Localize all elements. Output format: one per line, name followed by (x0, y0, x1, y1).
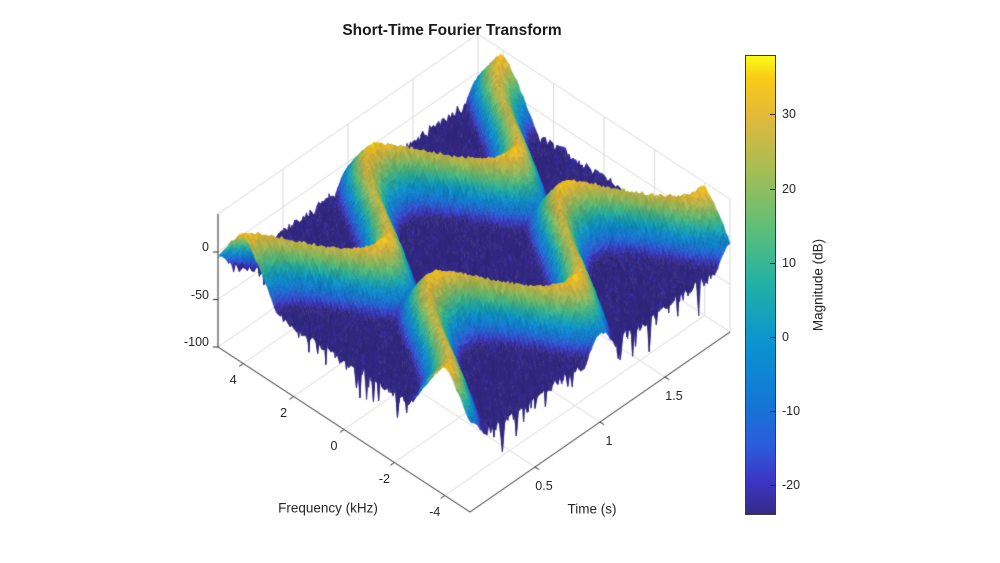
colorbar-label: Magnitude (dB) (810, 238, 826, 332)
time-axis-label: Time (s) (567, 501, 617, 517)
frequency-tick-label: 4 (229, 372, 237, 387)
colorbar-tick-label: -20 (782, 478, 801, 493)
frequency-axis-label: Frequency (kHz) (278, 500, 378, 516)
colorbar-tick-mark (770, 337, 775, 338)
colorbar-tick-label: -10 (782, 404, 801, 419)
colorbar-tick-mark (770, 263, 775, 264)
magnitude-tick-label: -50 (190, 287, 209, 302)
frequency-tick-label: 0 (330, 438, 338, 453)
magnitude-tick-label: -100 (183, 335, 209, 349)
chart-title: Short-Time Fourier Transform (342, 22, 562, 39)
colorbar-tick-mark (770, 189, 775, 190)
frequency-tick-label: -2 (378, 471, 390, 486)
colorbar-tick-mark (770, 411, 775, 412)
magnitude-tick-label: 0 (202, 240, 209, 254)
time-tick-label: 1.5 (665, 389, 683, 403)
frequency-tick-label: -4 (429, 504, 441, 519)
time-tick-label: 0.5 (535, 479, 553, 493)
frequency-tick-label: 2 (280, 405, 288, 420)
colorbar-tick-label: 20 (782, 181, 796, 196)
time-tick-label: 1 (605, 434, 613, 448)
colorbar-tick-label: 30 (782, 107, 796, 122)
colorbar-gradient (746, 56, 775, 514)
colorbar (745, 55, 776, 515)
colorbar-tick-mark (770, 114, 775, 115)
colorbar-tick-label: 10 (782, 255, 796, 270)
colorbar-tick-mark (770, 485, 775, 486)
colorbar-tick-label: 0 (782, 329, 789, 344)
